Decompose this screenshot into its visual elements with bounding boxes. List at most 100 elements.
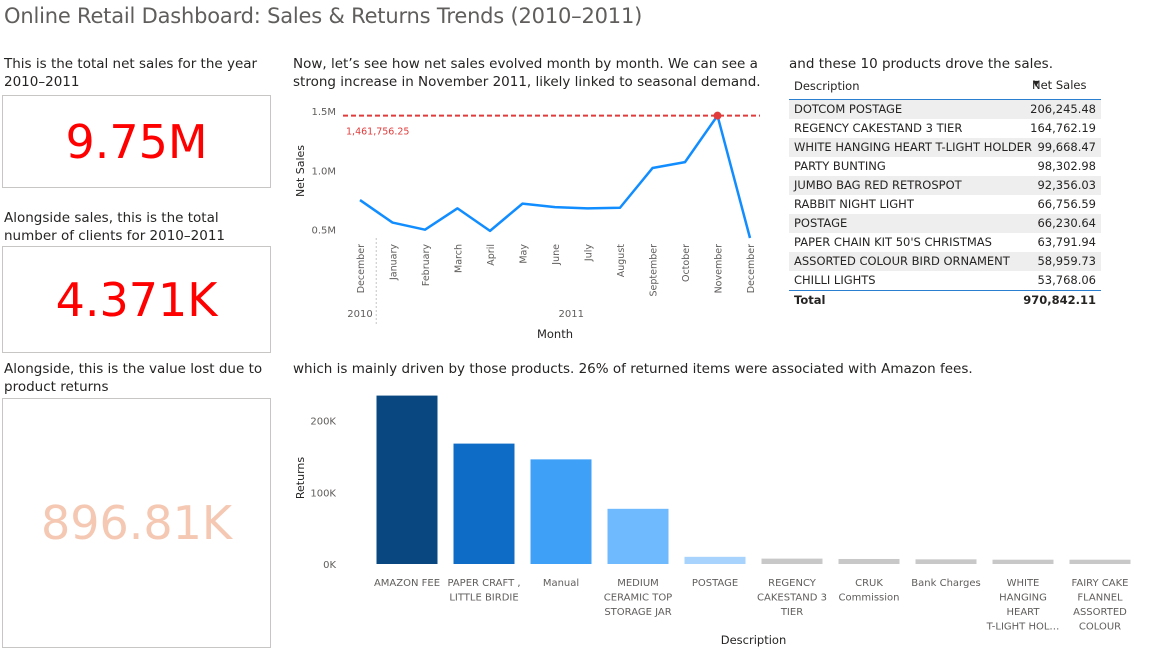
year-label: 2010 xyxy=(347,309,372,320)
cell-net-sales: 66,230.64 xyxy=(1037,216,1096,230)
x-tick-label: May xyxy=(519,244,530,264)
x-tick-label: Bank Charges xyxy=(911,578,980,589)
x-tick-label: CRUK Commission xyxy=(838,578,899,604)
top-products-table[interactable]: Description Net Sales ▼ DOTCOM POSTAGE 20… xyxy=(789,74,1101,310)
table-total-row: Total 970,842.11 xyxy=(789,290,1101,310)
bar xyxy=(838,558,900,564)
y-tick-label: 0K xyxy=(323,560,336,571)
x-tick-label: November xyxy=(714,244,725,294)
y-tick-label: 1.5M xyxy=(311,107,336,118)
x-tick-label: September xyxy=(649,244,660,297)
max-data-point xyxy=(713,111,722,120)
bar xyxy=(376,395,438,564)
cell-net-sales: 206,245.48 xyxy=(1030,102,1096,116)
cell-description: PAPER CHAIN KIT 50'S CHRISTMAS xyxy=(794,235,992,249)
clients-kpi-value: 4.371K xyxy=(55,272,218,327)
sales-kpi-caption: This is the total net sales for the year… xyxy=(4,56,258,90)
cell-description: WHITE HANGING HEART T-LIGHT HOLDER xyxy=(794,140,1032,154)
cell-net-sales: 92,356.03 xyxy=(1037,178,1096,192)
returns-bar-chart[interactable]: 0K 100K 200K Returns AMAZON FEE PAPER CRAFT ,… xyxy=(288,384,1148,650)
table-row[interactable]: PAPER CHAIN KIT 50'S CHRISTMAS 63,791.94 xyxy=(789,233,1101,252)
cell-description: PARTY BUNTING xyxy=(794,159,886,173)
header-net-sales[interactable]: Net Sales xyxy=(1032,78,1087,92)
x-tick-label: MEDIUM CERAMIC TOP STORAGE JAR xyxy=(604,578,672,618)
y-tick-label: 200K xyxy=(310,417,336,428)
x-tick-label: February xyxy=(421,244,432,286)
x-tick-label: FAIRY CAKE FLANNEL ASSORTED COLOUR xyxy=(1072,578,1129,633)
cell-description: DOTCOM POSTAGE xyxy=(794,102,903,116)
x-tick-label: POSTAGE xyxy=(692,578,738,589)
bar xyxy=(915,559,977,564)
cell-net-sales: 98,302.98 xyxy=(1037,159,1096,173)
returns-kpi-caption: Alongside, this is the value lost due to… xyxy=(4,361,263,395)
bar xyxy=(992,559,1054,564)
x-tick-label: REGENCY CAKESTAND 3 TIER xyxy=(757,578,827,618)
clients-kpi-caption: Alongside sales, this is the total numbe… xyxy=(4,210,226,244)
table-body: DOTCOM POSTAGE 206,245.48 REGENCY CAKESTAN… xyxy=(789,100,1101,290)
dashboard-title: Online Retail Dashboard: Sales & Returns… xyxy=(4,4,643,28)
table-row[interactable]: POSTAGE 66,230.64 xyxy=(789,214,1101,233)
total-label: Total xyxy=(794,293,826,307)
x-tick-label: WHITE HANGING HEART T-LIGHT HOL… xyxy=(986,578,1060,633)
net-sales-series-line xyxy=(359,114,752,239)
table-row[interactable]: REGENCY CAKESTAND 3 TIER 164,762.19 xyxy=(789,119,1101,138)
table-row[interactable]: DOTCOM POSTAGE 206,245.48 xyxy=(789,100,1101,119)
sort-descending-icon[interactable]: ▼ xyxy=(1033,79,1040,88)
header-description[interactable]: Description xyxy=(794,79,860,93)
returns-kpi-card[interactable]: 896.81K xyxy=(2,398,271,648)
x-axis-label: Month xyxy=(537,327,573,341)
table-caption: and these 10 products drove the sales. xyxy=(789,56,1053,72)
bar xyxy=(530,459,592,564)
y-axis-label: Net Sales xyxy=(294,145,307,197)
table-row[interactable]: WHITE HANGING HEART T-LIGHT HOLDER 99,668… xyxy=(789,138,1101,157)
x-tick-label: July xyxy=(584,244,595,262)
bar xyxy=(684,556,746,564)
total-value: 970,842.11 xyxy=(1023,293,1096,307)
cell-description: ASSORTED COLOUR BIRD ORNAMENT xyxy=(794,254,1010,268)
y-tick-label: 0.5M xyxy=(311,226,336,237)
x-tick-label: December xyxy=(746,244,757,293)
x-tick-label: April xyxy=(486,244,497,266)
cell-net-sales: 53,768.06 xyxy=(1037,273,1096,287)
x-tick-label: June xyxy=(551,244,562,266)
table-row[interactable]: JUMBO BAG RED RETROSPOT 92,356.03 xyxy=(789,176,1101,195)
line-chart-caption: Now, let’s see how net sales evolved mon… xyxy=(293,56,761,90)
x-tick-label: March xyxy=(454,244,465,273)
table-row[interactable]: CHILLI LIGHTS 53,768.06 xyxy=(789,271,1101,290)
x-axis-label: Description xyxy=(721,633,787,647)
cell-description: RABBIT NIGHT LIGHT xyxy=(794,197,914,211)
cell-description: REGENCY CAKESTAND 3 TIER xyxy=(794,121,963,135)
x-tick-label: AMAZON FEE xyxy=(374,578,440,589)
x-tick-label: Manual xyxy=(543,578,579,589)
x-tick-label: PAPER CRAFT , LITTLE BIRDIE xyxy=(447,578,520,604)
y-tick-label: 100K xyxy=(310,488,336,499)
table-row[interactable]: PARTY BUNTING 98,302.98 xyxy=(789,157,1101,176)
x-tick-label: October xyxy=(681,244,692,282)
bar xyxy=(453,443,515,564)
cell-description: JUMBO BAG RED RETROSPOT xyxy=(794,178,962,192)
cell-net-sales: 164,762.19 xyxy=(1030,121,1096,135)
table-row[interactable]: ASSORTED COLOUR BIRD ORNAMENT 58,959.73 xyxy=(789,252,1101,271)
x-tick-label: August xyxy=(616,244,627,278)
cell-description: POSTAGE xyxy=(794,216,848,230)
cell-net-sales: 58,959.73 xyxy=(1037,254,1096,268)
bar xyxy=(761,558,823,564)
cell-net-sales: 99,668.47 xyxy=(1037,140,1096,154)
x-tick-label: December xyxy=(356,244,367,293)
bar-chart-caption: which is mainly driven by those products… xyxy=(293,361,973,377)
sales-kpi-card[interactable]: 9.75M xyxy=(2,95,271,188)
sales-kpi-value: 9.75M xyxy=(65,114,208,169)
clients-kpi-card[interactable]: 4.371K xyxy=(2,246,271,353)
x-tick-label: January xyxy=(389,244,400,281)
net-sales-line-chart[interactable]: 0.5M 1.0M 1.5M Net Sales 1,461,756.25 Decembe… xyxy=(288,96,772,346)
returns-kpi-value: 896.81K xyxy=(40,496,233,550)
cell-description: CHILLI LIGHTS xyxy=(794,273,876,287)
cell-net-sales: 63,791.94 xyxy=(1037,235,1096,249)
cell-net-sales: 66,756.59 xyxy=(1037,197,1096,211)
table-header: Description Net Sales ▼ xyxy=(789,74,1101,100)
bar xyxy=(1069,559,1131,564)
y-axis-label: Returns xyxy=(294,457,307,500)
table-row[interactable]: RABBIT NIGHT LIGHT 66,756.59 xyxy=(789,195,1101,214)
y-tick-label: 1.0M xyxy=(311,166,336,177)
max-line-label: 1,461,756.25 xyxy=(346,127,409,138)
